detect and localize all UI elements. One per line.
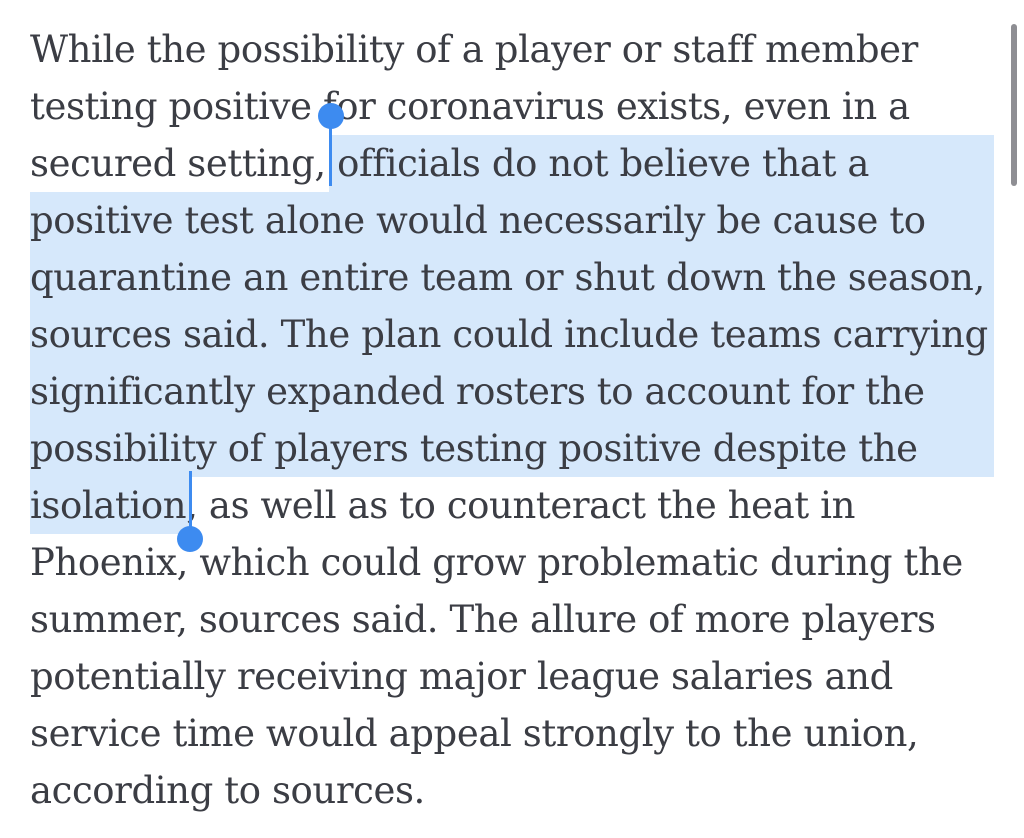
text-line: While the possibility of a player or sta…: [30, 21, 1020, 78]
text-line: testing positive for coronavirus exists,…: [30, 78, 1020, 135]
text-line: potentially receiving major league salar…: [30, 648, 1020, 705]
text-line: quarantine an entire team or shut down t…: [30, 249, 1020, 306]
text-line-content: testing positive for coronavirus exists,…: [30, 85, 910, 128]
text-line: summer, sources said. The allure of more…: [30, 591, 1020, 648]
selected-text[interactable]: possibility of players testing positive …: [30, 427, 918, 470]
scroll-indicator[interactable]: [1011, 24, 1017, 186]
selected-text[interactable]: significantly expanded rosters to accoun…: [30, 370, 925, 413]
text-line: according to sources.: [30, 762, 1020, 819]
selection-start-bar[interactable]: [329, 120, 332, 186]
selection-end-knob-icon[interactable]: [177, 526, 203, 552]
article-paragraph: While the possibility of a player or sta…: [30, 21, 1020, 819]
text-line-content: service time would appeal strongly to th…: [30, 712, 919, 755]
selected-text[interactable]: officials do not believe that a: [337, 142, 870, 185]
text-line: positive test alone would necessarily be…: [30, 192, 1020, 249]
text-line: service time would appeal strongly to th…: [30, 705, 1020, 762]
text-line-content: Phoenix, which could grow problematic du…: [30, 541, 963, 584]
text-line: significantly expanded rosters to accoun…: [30, 363, 1020, 420]
text-line: isolation, as well as to counteract the …: [30, 477, 1020, 534]
text-line-content: summer, sources said. The allure of more…: [30, 598, 936, 641]
selection-highlight-last-line: [30, 477, 190, 534]
selection-highlight-block: [30, 192, 994, 477]
text-line: secured setting, officials do not believ…: [30, 135, 1020, 192]
selection-highlight-line-3: [329, 135, 994, 192]
selection-end-bar[interactable]: [189, 471, 192, 533]
selected-text[interactable]: positive test alone would necessarily be…: [30, 199, 926, 242]
text-line-content: according to sources.: [30, 769, 425, 812]
selected-text[interactable]: sources said. The plan could include tea…: [30, 313, 988, 356]
text-line-content: , as well as to counteract the heat in: [186, 484, 855, 527]
text-line: sources said. The plan could include tea…: [30, 306, 1020, 363]
text-line: possibility of players testing positive …: [30, 420, 1020, 477]
text-line-content: While the possibility of a player or sta…: [30, 28, 918, 71]
selected-text[interactable]: quarantine an entire team or shut down t…: [30, 256, 985, 299]
text-line-content: potentially receiving major league salar…: [30, 655, 893, 698]
selected-text[interactable]: isolation: [30, 484, 187, 527]
text-line-content: secured setting,: [30, 142, 338, 185]
